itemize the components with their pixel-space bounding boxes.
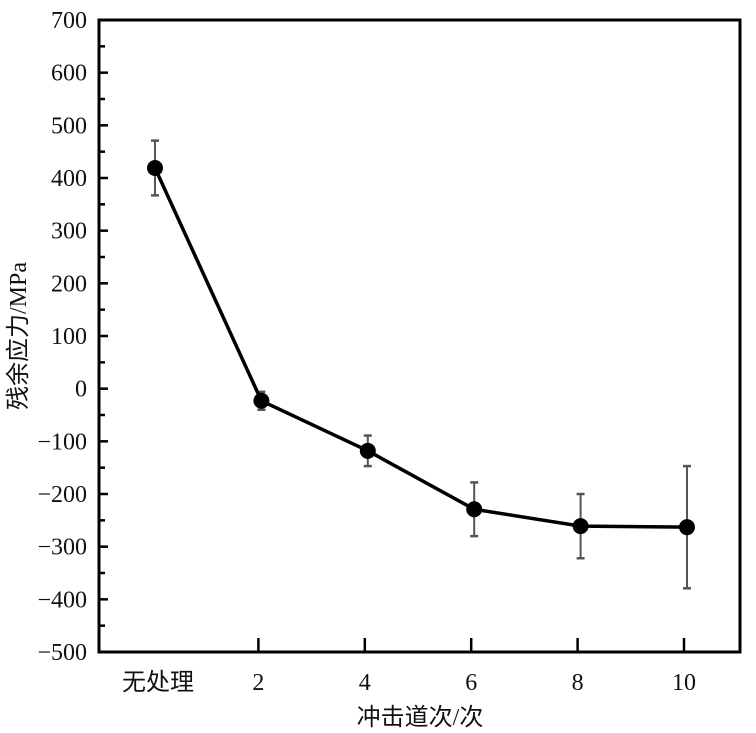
y-tick-label: −400 <box>37 587 87 613</box>
y-tick-label: −300 <box>37 535 87 561</box>
y-tick-label: 500 <box>51 113 87 139</box>
error-bars <box>151 139 691 590</box>
y-tick-label: −200 <box>37 482 87 508</box>
data-point <box>147 159 163 176</box>
y-tick-label: 400 <box>51 166 87 192</box>
x-tick-label: 10 <box>672 670 696 696</box>
y-tick-label: 700 <box>51 8 87 34</box>
data-point <box>253 392 270 409</box>
x-tick-label: 6 <box>465 670 477 696</box>
y-tick-label: 200 <box>51 271 87 297</box>
y-tick-label: −500 <box>37 640 87 666</box>
plot-frame <box>97 18 742 654</box>
series-line <box>153 167 688 529</box>
y-tick-label: 300 <box>51 219 87 245</box>
x-tick-label: 无处理 <box>122 669 194 696</box>
x-axis-label: 冲击道次/次 <box>357 704 484 731</box>
y-tick-label: −100 <box>37 429 87 455</box>
data-point <box>466 501 483 518</box>
y-tick-label: 600 <box>51 61 87 87</box>
x-tick-label: 8 <box>572 670 584 696</box>
x-axis: 无处理 2 4 6 8 10 <box>122 638 696 696</box>
x-tick-label: 4 <box>359 670 371 696</box>
y-axis: −500 −400 −300 −200 −100 0 100 200 300 400 500 600 7… <box>37 8 108 666</box>
y-tick-label: 0 <box>75 377 87 403</box>
data-points <box>147 159 695 536</box>
data-point <box>359 442 376 459</box>
y-axis-label: 残余应力/MPa <box>5 262 32 410</box>
y-tick-label: 100 <box>51 324 87 350</box>
x-tick-label: 2 <box>252 670 264 696</box>
series-polyline <box>153 167 688 529</box>
data-point <box>572 518 589 535</box>
data-point <box>679 519 695 536</box>
